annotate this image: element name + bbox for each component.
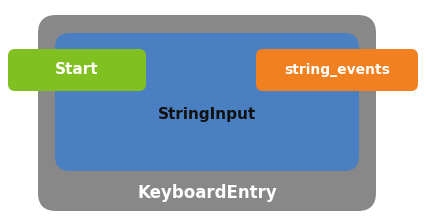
Text: StringInput: StringInput (158, 106, 256, 122)
FancyBboxPatch shape (8, 49, 146, 91)
FancyBboxPatch shape (38, 15, 376, 211)
Text: Start: Start (55, 62, 99, 78)
FancyBboxPatch shape (55, 33, 359, 171)
Text: KeyboardEntry: KeyboardEntry (137, 184, 277, 202)
FancyBboxPatch shape (256, 49, 418, 91)
Text: string_events: string_events (284, 63, 390, 77)
